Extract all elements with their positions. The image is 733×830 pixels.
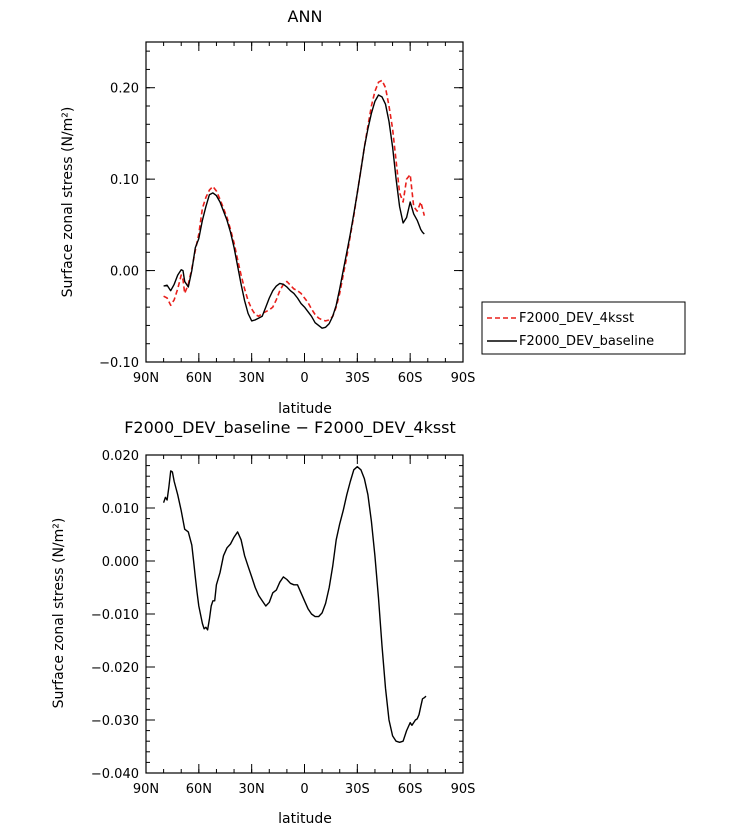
legend-label-4ksst: F2000_DEV_4ksst [519,311,634,326]
bottom-ytick-label: −0.040 [91,767,139,782]
top-xtick-label: 90S [451,371,476,386]
top-series-line-f2000-dev-baseline [163,94,425,329]
bottom-xtick-label: 60N [186,782,212,797]
bottom-ytick-label: −0.020 [91,661,139,676]
bottom-series-line-series-0 [162,466,427,743]
bottom-ytick-label: 0.010 [102,502,139,517]
legend-frame [481,301,686,355]
top-xtick-label: 30N [239,371,265,386]
top-ytick-label: −0.10 [99,356,139,371]
top-chart-legend: F2000_DEV_4ksst F2000_DEV_baseline [481,301,686,355]
bottom-ytick-label: −0.010 [91,608,139,623]
bottom-xtick-label: 90N [133,782,159,797]
top-ytick-label: 0.10 [110,173,139,188]
top-xtick-label: 60S [398,371,423,386]
bottom-chart-frame [145,454,464,774]
top-chart-panel: ANN 90N 60N 30N 0 30S 60S 90S −0.10 0.00 0.10 0.20… [60,7,686,417]
top-ytick-label: 0.20 [110,82,139,97]
top-xtick-label: 0 [300,371,308,386]
top-series-line-f2000-dev-4ksst [163,79,426,322]
bottom-chart-xlabel: latitude [278,811,332,827]
top-xtick-label: 60N [186,371,212,386]
bottom-xtick-label: 30S [345,782,370,797]
bottom-xtick-label: 90S [451,782,476,797]
bottom-xtick-label: 0 [300,782,308,797]
top-chart-title: ANN [288,7,323,26]
top-xtick-label: 30S [345,371,370,386]
top-chart-xlabel: latitude [278,401,332,417]
top-xtick-label: 90N [133,371,159,386]
bottom-chart-panel: F2000_DEV_baseline − F2000_DEV_4ksst 90N… [51,418,475,827]
bottom-ytick-label: −0.030 [91,714,139,729]
top-ytick-label: 0.00 [110,265,139,280]
legend-label-baseline: F2000_DEV_baseline [519,334,654,349]
bottom-xtick-label: 60S [398,782,423,797]
top-chart-ylabel: Surface zonal stress (N/m²) [60,107,76,298]
top-chart-frame [145,41,464,363]
bottom-xtick-label: 30N [239,782,265,797]
bottom-chart-title: F2000_DEV_baseline − F2000_DEV_4ksst [124,418,456,438]
bottom-chart-ylabel: Surface zonal stress (N/m²) [51,518,67,709]
bottom-ytick-label: 0.020 [102,449,139,464]
bottom-ytick-label: 0.000 [102,555,139,570]
